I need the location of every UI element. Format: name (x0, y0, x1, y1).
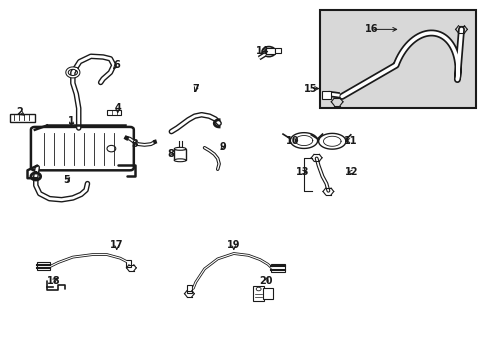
Text: 6: 6 (113, 60, 120, 70)
Text: 1: 1 (68, 116, 75, 126)
Circle shape (264, 49, 272, 54)
Text: 13: 13 (296, 167, 309, 177)
Bar (174, 149, 185, 160)
Bar (321, 91, 330, 99)
Bar (10, 114, 35, 122)
Bar (320, 10, 475, 108)
Text: 15: 15 (303, 84, 316, 94)
Bar (274, 48, 280, 53)
Bar (265, 48, 274, 54)
Bar (126, 260, 131, 267)
Text: 7: 7 (192, 84, 199, 94)
Text: 14: 14 (256, 46, 269, 56)
Text: 3: 3 (131, 139, 138, 149)
Text: 2: 2 (16, 107, 22, 117)
Text: 17: 17 (110, 240, 123, 250)
Ellipse shape (174, 159, 185, 162)
Bar (253, 286, 264, 301)
Text: 20: 20 (259, 276, 273, 286)
Text: 9: 9 (219, 142, 225, 152)
Bar (37, 262, 50, 270)
FancyBboxPatch shape (31, 127, 134, 170)
Text: 4: 4 (114, 103, 121, 113)
Bar (107, 110, 121, 116)
Text: 5: 5 (63, 175, 70, 185)
Bar (271, 264, 285, 272)
Text: 8: 8 (166, 149, 173, 159)
Text: 10: 10 (285, 136, 299, 145)
Text: 11: 11 (344, 136, 357, 145)
Ellipse shape (174, 147, 185, 150)
Text: 19: 19 (226, 240, 240, 250)
Text: 18: 18 (46, 276, 60, 286)
Bar (186, 285, 191, 293)
Bar (263, 288, 272, 299)
Text: 12: 12 (345, 167, 358, 177)
Text: 16: 16 (364, 24, 377, 35)
